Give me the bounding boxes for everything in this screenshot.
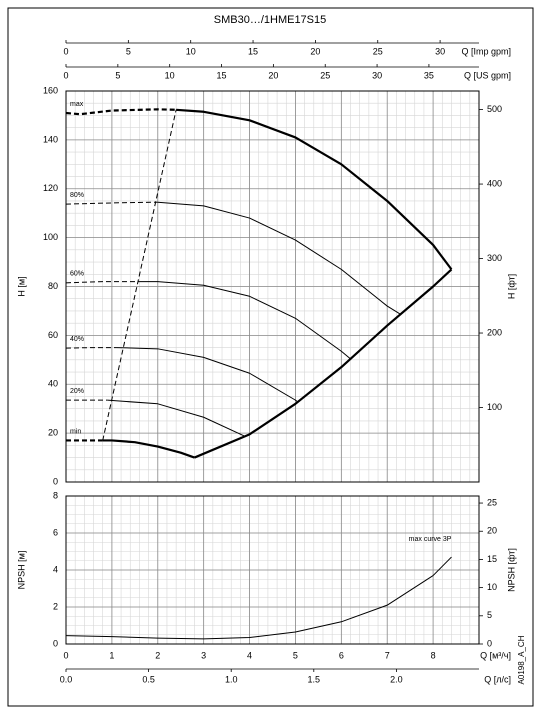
x-tick-label: 3	[201, 650, 206, 660]
y-tick-label: 8	[53, 490, 58, 500]
top-axis-tick-label: 5	[115, 70, 120, 80]
y2-tick-label: 10	[487, 582, 497, 592]
y-axis-label: NPSH [м]	[16, 551, 26, 590]
bottom-axis-tick-label: 1.0	[225, 674, 238, 684]
top-axis-tick-label: 10	[186, 46, 196, 56]
curve-label: max curve 3P	[409, 536, 452, 543]
y-tick-label: 40	[48, 379, 58, 389]
top-axis-tick-label: 25	[320, 70, 330, 80]
y-tick-label: 160	[43, 85, 58, 95]
y-tick-label: 60	[48, 330, 58, 340]
curve-label: 60%	[70, 271, 84, 278]
y2-tick-label: 5	[487, 610, 492, 620]
top-axis-tick-label: 15	[217, 70, 227, 80]
curve	[176, 108, 453, 271]
y-tick-label: 0	[53, 638, 58, 648]
curve	[65, 108, 177, 116]
x-tick-label: 5	[293, 650, 298, 660]
frame	[7, 7, 534, 707]
curve-label: 20%	[70, 388, 84, 395]
top-axis-tick-label: 0	[63, 46, 68, 56]
x-tick-label: 4	[247, 650, 252, 660]
curve-label: max	[70, 101, 84, 108]
bottom-axis-tick-label: 0.5	[142, 674, 155, 684]
top-axis-tick-label: 0	[63, 70, 68, 80]
x-tick-label: 2	[155, 650, 160, 660]
y-tick-label: 120	[43, 183, 58, 193]
chart-title: SMB30…/1HME17S15	[214, 14, 327, 26]
curve-label: min	[70, 428, 81, 435]
curve	[65, 201, 158, 205]
top-axis-tick-label: 20	[310, 46, 320, 56]
x-tick-label: 1	[109, 650, 114, 660]
curve	[116, 347, 299, 403]
y2-tick-label: 300	[487, 253, 502, 263]
top-axis-tick-label: 5	[126, 46, 131, 56]
y-tick-label: 140	[43, 134, 58, 144]
y2-tick-label: 25	[487, 497, 497, 507]
y2-axis-label: H [фт]	[506, 274, 516, 299]
curve-label: 80%	[70, 192, 84, 199]
y-tick-label: 20	[48, 428, 58, 438]
curve	[65, 556, 452, 640]
x-axis-label: Q [м³/ч]	[480, 650, 511, 660]
curve	[139, 281, 351, 360]
bottom-axis-tick-label: 0.0	[60, 674, 73, 684]
top-axis-tick-label: 35	[424, 70, 434, 80]
top-axis-tick-label: 20	[268, 70, 278, 80]
curve	[157, 201, 402, 316]
y2-axis-label: NPSH [фт]	[506, 548, 516, 592]
top-axis-tick-label: 15	[248, 46, 258, 56]
y2-tick-label: 20	[487, 526, 497, 536]
y2-tick-label: 15	[487, 554, 497, 564]
plot-border	[65, 90, 480, 483]
bottom-axis-tick-label: 2.0	[390, 674, 403, 684]
y2-tick-label: 500	[487, 104, 502, 114]
top-axis-tick-label: 25	[373, 46, 383, 56]
x-tick-label: 7	[385, 650, 390, 660]
curve	[107, 399, 246, 437]
top-axis-label: Q [Imp gpm]	[461, 46, 511, 56]
top-axis-tick-label: 10	[165, 70, 175, 80]
plot-border	[65, 495, 480, 645]
top-axis-tick-label: 30	[372, 70, 382, 80]
curve	[102, 439, 195, 459]
y-tick-label: 6	[53, 527, 58, 537]
curve	[65, 281, 140, 284]
y-axis-label: H [м]	[16, 276, 26, 296]
y-tick-label: 100	[43, 232, 58, 242]
curve	[102, 109, 177, 441]
y-tick-label: 2	[53, 601, 58, 611]
top-axis-label: Q [US gpm]	[464, 70, 511, 80]
y2-tick-label: 0	[487, 638, 492, 648]
curve-label: 40%	[70, 336, 84, 343]
drawing-code: A0198_A_CH	[517, 635, 526, 684]
bottom-axis-tick-label: 1.5	[308, 674, 321, 684]
curve	[194, 268, 453, 459]
bottom-axis-label: Q [л/с]	[484, 674, 511, 684]
y-tick-label: 0	[53, 476, 58, 486]
y-tick-label: 4	[53, 564, 58, 574]
x-tick-label: 6	[339, 650, 344, 660]
y2-tick-label: 100	[487, 402, 502, 412]
y2-tick-label: 200	[487, 327, 502, 337]
y-tick-label: 80	[48, 281, 58, 291]
x-tick-label: 8	[431, 650, 436, 660]
y2-tick-label: 400	[487, 178, 502, 188]
x-tick-label: 0	[63, 650, 68, 660]
top-axis-tick-label: 30	[435, 46, 445, 56]
